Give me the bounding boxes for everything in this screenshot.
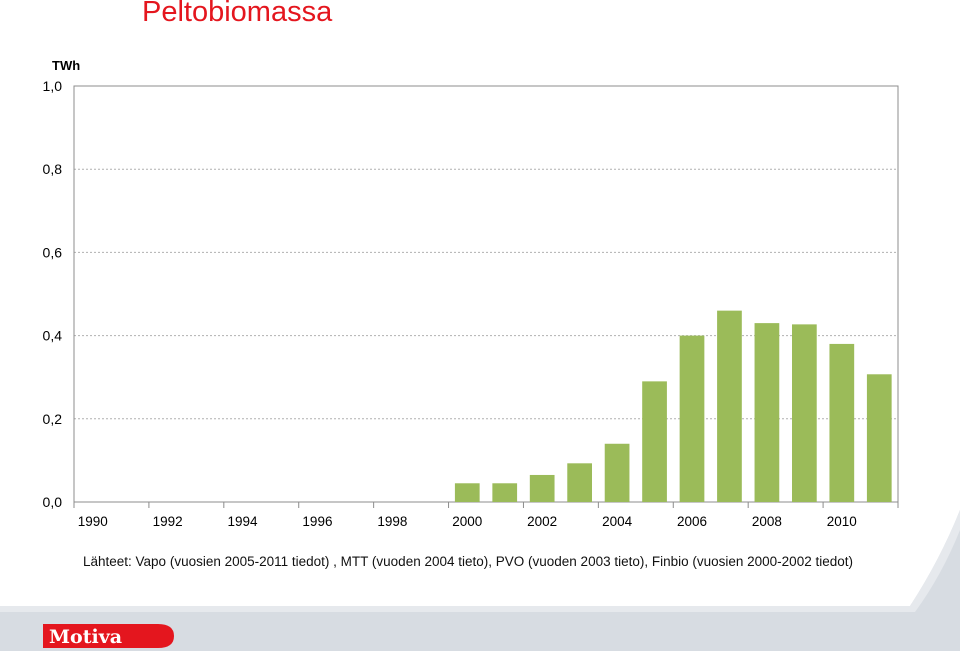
bar: [604, 443, 630, 502]
plot-area: [73, 85, 899, 503]
source-note: Lähteet: Vapo (vuosien 2005-2011 tiedot)…: [83, 554, 853, 569]
x-tick-label: 1990: [78, 514, 108, 529]
bar: [792, 324, 817, 502]
x-tick-label: 2000: [452, 514, 482, 529]
x-axis-ticks: 1990 1992 1994 1996 1998 2000 2002 2004 2006 2008…: [73, 502, 899, 529]
y-tick-label: 0,6: [43, 244, 63, 260]
bar: [717, 310, 742, 502]
y-tick-label: 0,2: [43, 411, 63, 427]
bar: [866, 374, 892, 502]
x-tick-label: 2004: [602, 514, 633, 529]
logo-shape: [43, 624, 174, 648]
motiva-logo: Motiva: [43, 624, 174, 648]
x-tick-label: 1994: [228, 514, 259, 529]
bar: [829, 343, 855, 502]
y-tick-label: 0,0: [43, 494, 63, 510]
x-tick-label: 2008: [752, 514, 782, 529]
y-tick-label: 0,8: [43, 161, 63, 177]
x-tick-label: 2006: [677, 514, 707, 529]
y-axis-label: TWh: [52, 58, 80, 73]
y-tick-label: 0,4: [43, 328, 63, 344]
bar: [754, 323, 780, 502]
bar: [642, 381, 667, 502]
logo-text: Motiva: [49, 626, 122, 648]
y-tick-label: 1,0: [43, 78, 63, 94]
bar: [492, 483, 518, 502]
grid-lines: [74, 168, 898, 420]
bars: [454, 310, 892, 502]
bar-chart: 1,0 0,8 0,6 0,4 0,2 0,0 1990 1992 1994 1996 1998 2…: [43, 58, 899, 529]
x-tick-label: 1996: [302, 514, 332, 529]
x-tick-label: 1992: [153, 514, 183, 529]
footer-swoosh: [0, 510, 960, 651]
bar: [529, 474, 555, 502]
bar: [567, 463, 592, 502]
x-tick-label: 2010: [827, 514, 857, 529]
bar: [679, 335, 705, 502]
page-title: Peltobiomassa: [142, 0, 333, 28]
x-tick-label: 2002: [527, 514, 557, 529]
bar: [454, 483, 480, 502]
x-tick-label: 1998: [377, 514, 407, 529]
y-axis-ticks: 1,0 0,8 0,6 0,4 0,2 0,0: [43, 78, 63, 510]
